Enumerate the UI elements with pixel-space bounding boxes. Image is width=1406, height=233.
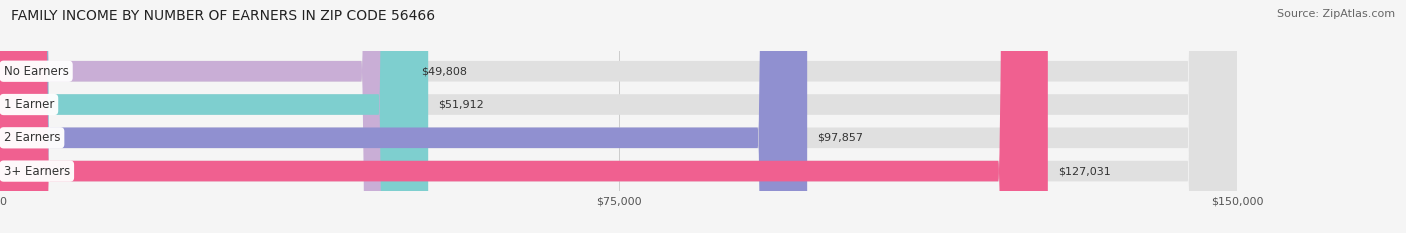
Text: 1 Earner: 1 Earner <box>4 98 53 111</box>
Text: $49,808: $49,808 <box>420 66 467 76</box>
FancyBboxPatch shape <box>0 0 429 233</box>
FancyBboxPatch shape <box>0 0 1237 233</box>
Text: 2 Earners: 2 Earners <box>4 131 60 144</box>
FancyBboxPatch shape <box>0 0 807 233</box>
Text: $97,857: $97,857 <box>817 133 863 143</box>
FancyBboxPatch shape <box>0 0 1237 233</box>
FancyBboxPatch shape <box>0 0 1047 233</box>
FancyBboxPatch shape <box>0 0 1237 233</box>
Text: No Earners: No Earners <box>4 65 69 78</box>
Text: Source: ZipAtlas.com: Source: ZipAtlas.com <box>1277 9 1395 19</box>
FancyBboxPatch shape <box>0 0 411 233</box>
Text: FAMILY INCOME BY NUMBER OF EARNERS IN ZIP CODE 56466: FAMILY INCOME BY NUMBER OF EARNERS IN ZI… <box>11 9 436 23</box>
FancyBboxPatch shape <box>0 0 1237 233</box>
Text: $127,031: $127,031 <box>1057 166 1111 176</box>
Text: 3+ Earners: 3+ Earners <box>4 164 70 178</box>
Text: $51,912: $51,912 <box>439 99 484 110</box>
